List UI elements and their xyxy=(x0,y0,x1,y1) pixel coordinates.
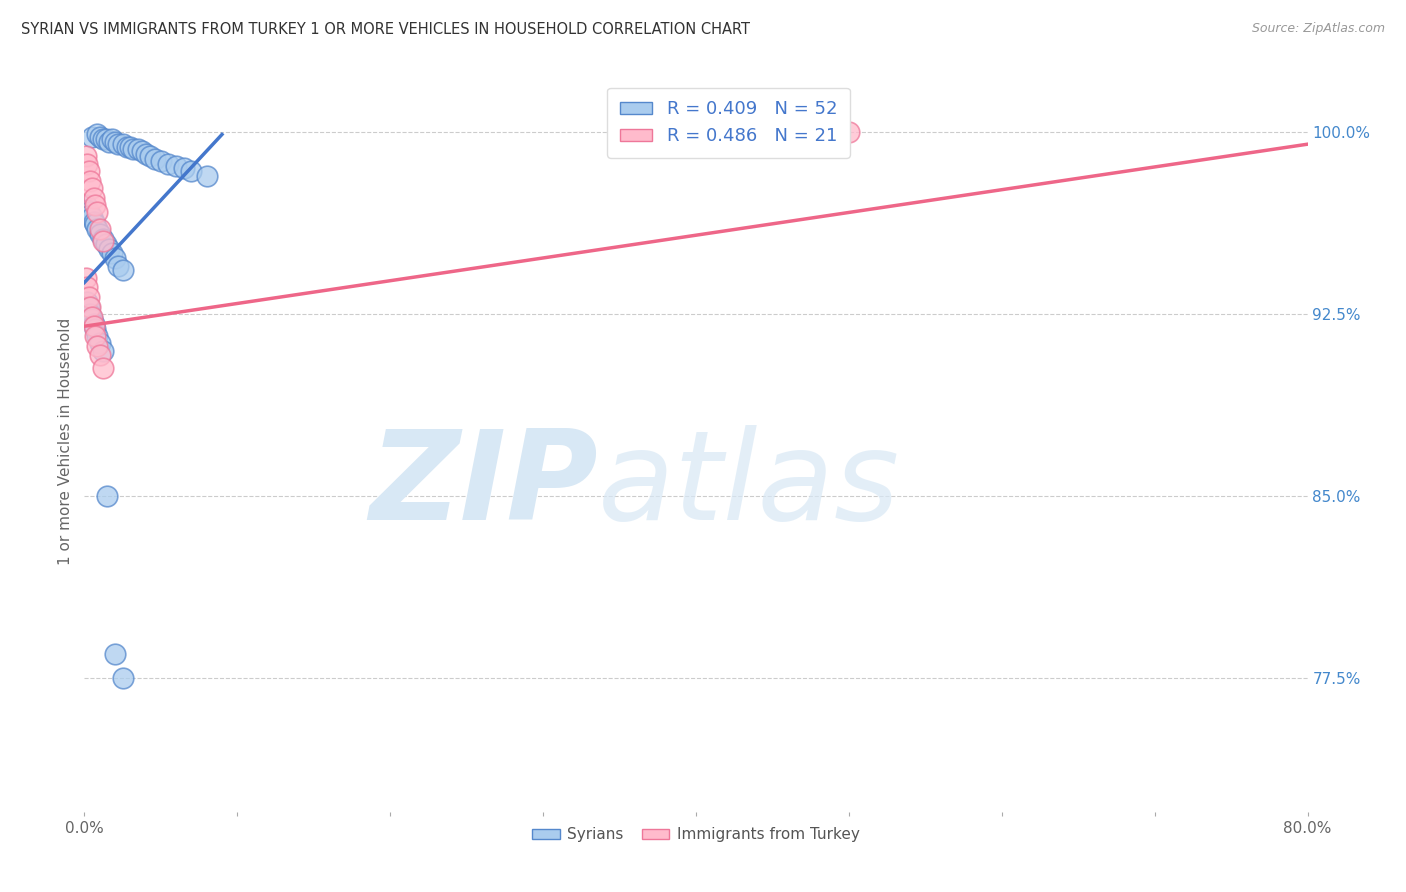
Point xyxy=(89,227,111,241)
Point xyxy=(91,360,114,375)
Point xyxy=(97,242,120,256)
Text: atlas: atlas xyxy=(598,425,900,547)
Point xyxy=(91,234,114,248)
Point xyxy=(89,129,111,144)
Point xyxy=(84,329,107,343)
Point xyxy=(75,198,97,212)
Point xyxy=(91,343,114,358)
Point xyxy=(165,159,187,173)
Point xyxy=(139,149,162,163)
Point xyxy=(86,329,108,343)
Point xyxy=(84,217,107,231)
Point xyxy=(75,270,97,285)
Point xyxy=(127,142,149,156)
Point xyxy=(149,154,172,169)
Point xyxy=(101,132,124,146)
Point xyxy=(79,208,101,222)
Point xyxy=(111,137,134,152)
Point xyxy=(76,280,98,294)
Point xyxy=(89,348,111,362)
Text: SYRIAN VS IMMIGRANTS FROM TURKEY 1 OR MORE VEHICLES IN HOUSEHOLD CORRELATION CHA: SYRIAN VS IMMIGRANTS FROM TURKEY 1 OR MO… xyxy=(21,22,749,37)
Point xyxy=(79,307,101,321)
Point xyxy=(89,336,111,351)
Point xyxy=(83,319,105,334)
Point xyxy=(111,263,134,277)
Point xyxy=(180,164,202,178)
Point xyxy=(104,647,127,661)
Point xyxy=(77,164,100,178)
Point xyxy=(86,128,108,142)
Y-axis label: 1 or more Vehicles in Household: 1 or more Vehicles in Household xyxy=(58,318,73,566)
Point xyxy=(104,135,127,149)
Point xyxy=(83,317,105,331)
Point xyxy=(195,169,218,183)
Point xyxy=(84,321,107,335)
Point xyxy=(94,132,117,146)
Point xyxy=(84,198,107,212)
Point xyxy=(80,210,103,224)
Point xyxy=(91,132,114,146)
Point xyxy=(83,215,105,229)
Text: Source: ZipAtlas.com: Source: ZipAtlas.com xyxy=(1251,22,1385,36)
Point xyxy=(89,222,111,236)
Point xyxy=(120,139,142,153)
Point xyxy=(173,161,195,176)
Point xyxy=(76,202,98,217)
Point xyxy=(101,246,124,260)
Point xyxy=(104,252,127,266)
Point xyxy=(107,259,129,273)
Point xyxy=(97,135,120,149)
Point xyxy=(86,205,108,219)
Point xyxy=(86,339,108,353)
Point xyxy=(80,129,103,144)
Point xyxy=(122,142,145,156)
Point xyxy=(111,671,134,685)
Point xyxy=(79,300,101,314)
Point xyxy=(115,139,138,153)
Point xyxy=(838,125,860,139)
Text: ZIP: ZIP xyxy=(370,425,598,547)
Point xyxy=(94,236,117,251)
Point xyxy=(80,181,103,195)
Point xyxy=(86,222,108,236)
Point xyxy=(107,137,129,152)
Point xyxy=(77,290,100,304)
Point xyxy=(80,312,103,326)
Point xyxy=(83,191,105,205)
Point xyxy=(157,156,180,170)
Legend: Syrians, Immigrants from Turkey: Syrians, Immigrants from Turkey xyxy=(526,822,866,848)
Point xyxy=(96,489,118,503)
Point xyxy=(80,310,103,324)
Point xyxy=(77,205,100,219)
Point xyxy=(143,152,166,166)
Point xyxy=(131,145,153,159)
Point xyxy=(76,156,98,170)
Point xyxy=(76,295,98,310)
Point xyxy=(79,173,101,187)
Point xyxy=(75,149,97,163)
Point xyxy=(77,300,100,314)
Point xyxy=(91,232,114,246)
Point xyxy=(135,147,157,161)
